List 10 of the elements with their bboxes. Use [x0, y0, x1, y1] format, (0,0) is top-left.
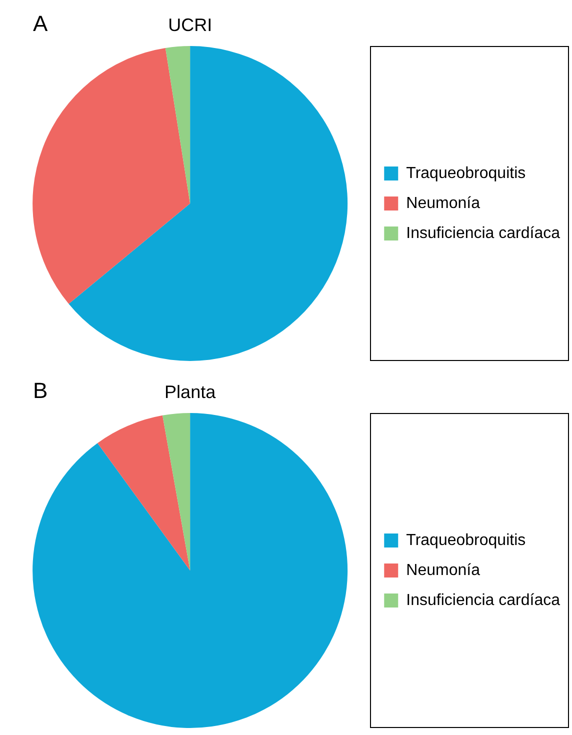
- legend-label: Traqueobroquitis: [406, 164, 526, 182]
- legend-label: Traqueobroquitis: [406, 532, 526, 549]
- legend-label: Neumonía: [406, 562, 480, 579]
- chart-title: Planta: [164, 382, 217, 402]
- legend-label: Insuficiencia cardíaca: [406, 224, 560, 242]
- legend-label: Neumonía: [406, 194, 480, 212]
- legend-label: Insuficiencia cardíaca: [406, 592, 560, 609]
- chart-title: UCRI: [168, 15, 212, 35]
- text: B: [33, 378, 48, 403]
- text: A: [33, 11, 48, 36]
